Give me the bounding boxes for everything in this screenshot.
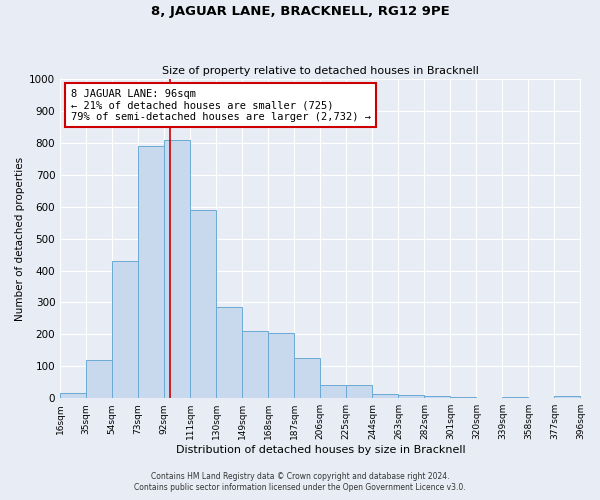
Bar (190, 210, 216, 398)
Bar (60, 394, 86, 398)
Bar (86, 360, 112, 398)
Bar (216, 307, 242, 398)
Bar (320, 386, 346, 398)
Title: Size of property relative to detached houses in Bracknell: Size of property relative to detached ho… (162, 66, 479, 76)
Bar (138, 146, 164, 398)
Bar (164, 140, 190, 398)
Bar (398, 395, 424, 398)
Bar (502, 396, 529, 398)
Text: Contains HM Land Registry data © Crown copyright and database right 2024.
Contai: Contains HM Land Registry data © Crown c… (134, 472, 466, 492)
Bar (451, 396, 476, 398)
Bar (242, 331, 268, 398)
Bar (295, 358, 320, 398)
Bar (112, 261, 138, 398)
Bar (554, 396, 580, 398)
Text: 8 JAGUAR LANE: 96sqm
← 21% of detached houses are smaller (725)
79% of semi-deta: 8 JAGUAR LANE: 96sqm ← 21% of detached h… (71, 88, 371, 122)
X-axis label: Distribution of detached houses by size in Bracknell: Distribution of detached houses by size … (176, 445, 465, 455)
Bar (346, 386, 373, 398)
Y-axis label: Number of detached properties: Number of detached properties (15, 156, 25, 320)
Bar (373, 394, 398, 398)
Bar (268, 333, 295, 398)
Text: 8, JAGUAR LANE, BRACKNELL, RG12 9PE: 8, JAGUAR LANE, BRACKNELL, RG12 9PE (151, 5, 449, 18)
Bar (424, 396, 451, 398)
